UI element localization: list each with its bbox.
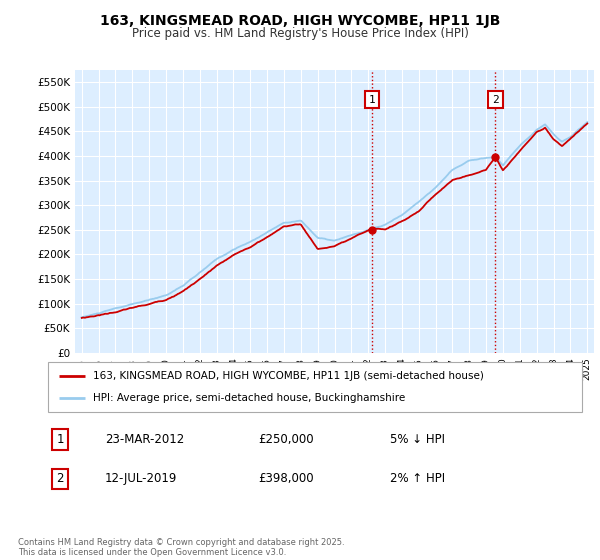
Text: 163, KINGSMEAD ROAD, HIGH WYCOMBE, HP11 1JB: 163, KINGSMEAD ROAD, HIGH WYCOMBE, HP11 … — [100, 14, 500, 28]
Text: 2% ↑ HPI: 2% ↑ HPI — [390, 472, 445, 486]
Text: Price paid vs. HM Land Registry's House Price Index (HPI): Price paid vs. HM Land Registry's House … — [131, 27, 469, 40]
Text: HPI: Average price, semi-detached house, Buckinghamshire: HPI: Average price, semi-detached house,… — [94, 393, 406, 403]
Text: 163, KINGSMEAD ROAD, HIGH WYCOMBE, HP11 1JB (semi-detached house): 163, KINGSMEAD ROAD, HIGH WYCOMBE, HP11 … — [94, 371, 484, 381]
FancyBboxPatch shape — [48, 362, 582, 412]
Text: 1: 1 — [56, 433, 64, 446]
Text: £250,000: £250,000 — [258, 433, 314, 446]
Text: Contains HM Land Registry data © Crown copyright and database right 2025.
This d: Contains HM Land Registry data © Crown c… — [18, 538, 344, 557]
Text: 2: 2 — [492, 95, 499, 105]
Text: 12-JUL-2019: 12-JUL-2019 — [105, 472, 178, 486]
Text: 1: 1 — [369, 95, 376, 105]
Text: 23-MAR-2012: 23-MAR-2012 — [105, 433, 184, 446]
Text: 5% ↓ HPI: 5% ↓ HPI — [390, 433, 445, 446]
Text: 2: 2 — [56, 472, 64, 486]
Text: £398,000: £398,000 — [258, 472, 314, 486]
